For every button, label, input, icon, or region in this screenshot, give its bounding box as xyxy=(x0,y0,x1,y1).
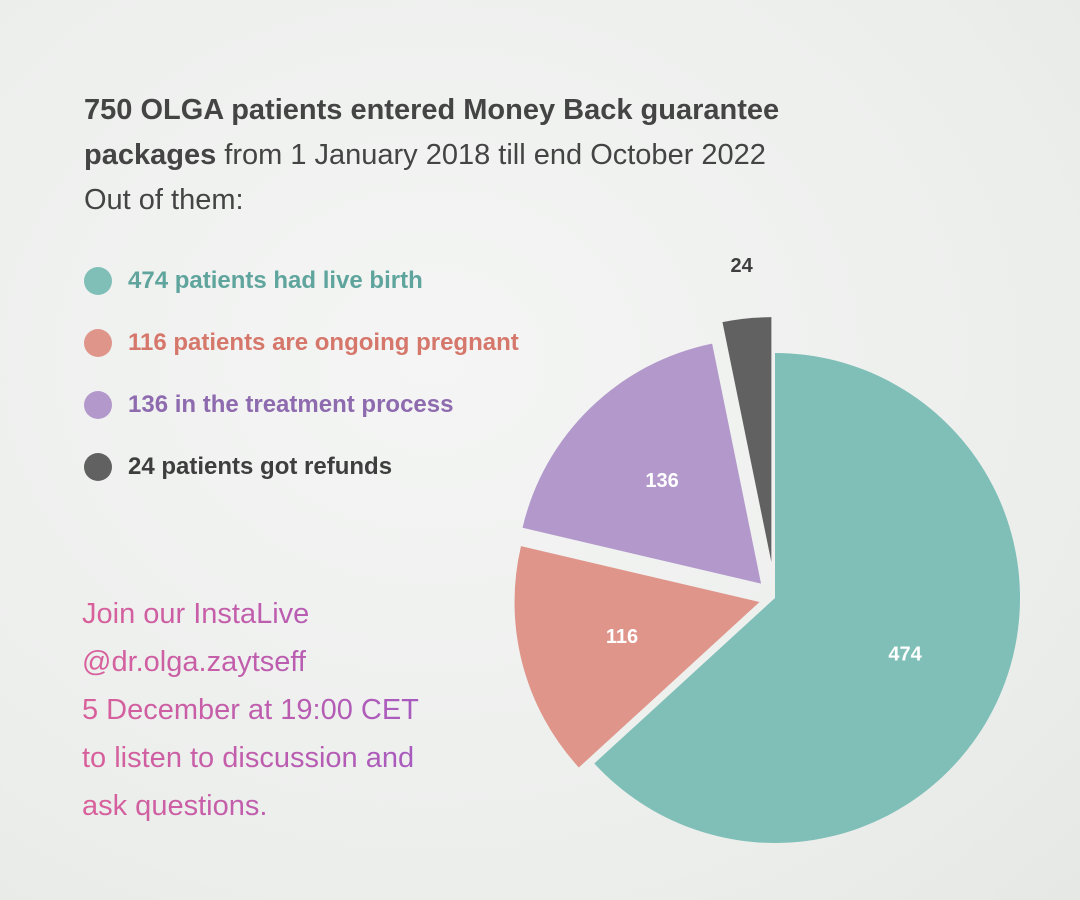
pie-slice xyxy=(522,343,762,584)
chart-title: 750 OLGA patients entered Money Back gua… xyxy=(84,94,780,171)
legend-item: 474 patients had live birth xyxy=(84,250,519,312)
annotation: Join our InstaLive @dr.olga.zaytseff 5 Dec… xyxy=(82,590,419,830)
data-label: 136 xyxy=(645,470,678,492)
legend-item: 24 patients got refunds xyxy=(84,436,519,498)
legend-marker xyxy=(84,329,112,357)
legend-label: 474 patients had live birth xyxy=(128,267,423,294)
header: 750 OLGA patients entered Money Back gua… xyxy=(84,88,864,223)
legend-label: 116 patients are ongoing pregnant xyxy=(128,329,519,356)
pie-slice xyxy=(514,546,760,768)
data-label: 116 xyxy=(606,626,638,648)
pie-slice xyxy=(594,353,1020,844)
title-continued: from 1 January 2018 till end October 202… xyxy=(224,139,766,171)
legend-marker xyxy=(84,391,112,419)
pie-slice xyxy=(722,317,772,563)
legend: 474 patients had live birth 116 patients … xyxy=(84,250,519,498)
annotation-line: @dr.olga.zaytseff xyxy=(82,646,306,678)
data-label: 474 xyxy=(888,644,922,666)
annotation-line: ask questions. xyxy=(82,790,268,822)
annotation-line: to listen to discussion and xyxy=(82,742,415,774)
legend-item: 136 in the treatment process xyxy=(84,374,519,436)
legend-marker xyxy=(84,453,112,481)
annotation-line: Join our InstaLive xyxy=(82,598,310,630)
legend-label: 136 in the treatment process xyxy=(128,391,454,418)
legend-marker xyxy=(84,267,112,295)
annotation-line: 5 December at 19:00 CET xyxy=(82,694,419,726)
legend-label: 24 patients got refunds xyxy=(128,453,393,480)
legend-item: 116 patients are ongoing pregnant xyxy=(84,312,519,374)
subtitle: Out of them: xyxy=(84,184,244,216)
data-label: 24 xyxy=(730,255,753,277)
